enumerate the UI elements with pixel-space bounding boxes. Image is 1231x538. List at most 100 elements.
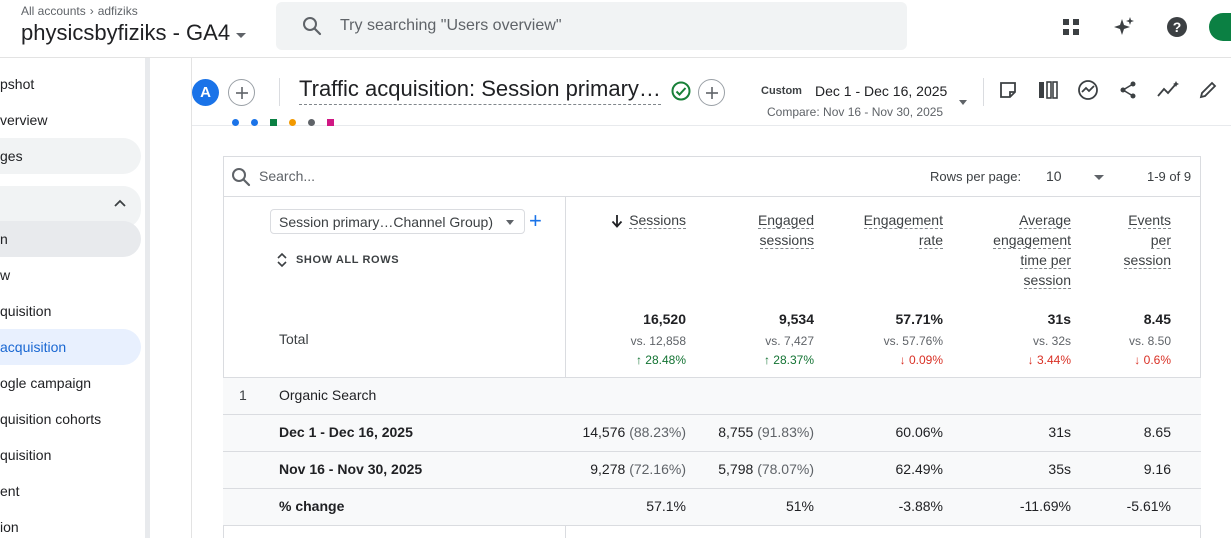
table-search-input[interactable]: Search...: [259, 168, 316, 184]
search-placeholder: Try searching "Users overview": [340, 17, 562, 34]
sidebar-item-engagement[interactable]: ent: [0, 483, 20, 499]
share-icon[interactable]: [1116, 78, 1140, 102]
table-row[interactable]: [223, 415, 1201, 451]
page-title: Traffic acquisition: Session primary cha…: [299, 76, 661, 105]
chevron-up-icon[interactable]: [112, 196, 128, 212]
breadcrumb-root[interactable]: All accounts: [21, 4, 86, 18]
sidebar-item-ads-acquisition[interactable]: quisition: [0, 447, 52, 463]
total-engaged-sessions: 9,534: [778, 311, 814, 327]
sidebar-item-acquisition-cohorts[interactable]: quisition cohorts: [0, 411, 102, 427]
arrow-down-icon: ↓: [899, 353, 909, 367]
column-header-sessions[interactable]: Sessions: [611, 210, 686, 230]
total-events-change: ↓ 0.6%: [1134, 353, 1171, 367]
cell-engaged-sessions: 5,798 (78.07%): [718, 461, 814, 477]
apps-grid-icon[interactable]: [1051, 12, 1091, 42]
insights-icon[interactable]: [1076, 78, 1100, 102]
sidebar-item-overview[interactable]: verview: [0, 112, 48, 128]
arrow-up-icon: ↑: [763, 353, 774, 367]
arrow-down-icon: ↓: [1027, 353, 1037, 367]
divider: [565, 197, 566, 538]
sidebar-item-user-acquisition[interactable]: quisition: [0, 303, 52, 319]
edit-icon[interactable]: [1196, 78, 1220, 102]
date-range-picker[interactable]: Dec 1 - Dec 16, 2025: [815, 83, 948, 99]
compare-icon[interactable]: [1036, 78, 1060, 102]
cell-engagement-rate: 62.49%: [895, 461, 943, 477]
avatar[interactable]: [1209, 13, 1231, 41]
property-picker[interactable]: physicsbyfiziks - GA4: [21, 20, 247, 46]
sidebar-item-acquisition-overview[interactable]: w: [0, 267, 11, 283]
divider: [983, 78, 984, 106]
total-sessions-change: ↑ 28.48%: [635, 353, 686, 367]
arrow-up-icon: ↑: [635, 353, 646, 367]
cell-engaged-sessions: 8,755 (91.83%): [718, 424, 814, 440]
row-channel-name: Organic Search: [279, 387, 377, 403]
date-mode-label: Custom: [761, 85, 802, 97]
column-header-engaged-sessions[interactable]: Engaged sessions: [757, 212, 814, 249]
row-label: % change: [279, 498, 345, 514]
table-row[interactable]: [223, 378, 1201, 414]
total-events-per-session: 8.45: [1143, 311, 1171, 327]
column-header-avg-engagement-time[interactable]: Average engagement time per session: [993, 212, 1071, 289]
total-rate-compare: vs. 57.76%: [883, 334, 943, 348]
sparkle-icon[interactable]: [1104, 12, 1144, 42]
caret-down-icon[interactable]: [959, 100, 967, 105]
unfold-icon: [277, 252, 287, 268]
cell-events-per-session: -5.61%: [1126, 498, 1171, 514]
column-header-engagement-rate[interactable]: Engagement rate: [863, 212, 943, 249]
add-dimension-button[interactable]: +: [529, 208, 542, 233]
show-all-rows-button[interactable]: SHOW ALL ROWS: [276, 252, 399, 268]
total-label: Total: [279, 331, 309, 347]
total-engagement-rate: 57.71%: [895, 311, 943, 327]
sidebar: pshot verview ges n w quisition acquisit…: [0, 58, 148, 538]
cell-events-per-session: 8.65: [1143, 424, 1171, 440]
sidebar-item-snapshot[interactable]: pshot: [0, 76, 35, 92]
sidebar-item-google-campaign[interactable]: ogle campaign: [0, 375, 92, 391]
cell-sessions: 14,576 (88.23%): [582, 424, 686, 440]
chevron-right-icon: ›: [89, 4, 94, 18]
search-icon[interactable]: [229, 165, 253, 189]
pagination-label: 1-9 of 9: [1147, 169, 1192, 184]
rows-per-page-select[interactable]: 10: [1046, 168, 1062, 184]
search-icon: [303, 17, 322, 36]
arrow-down-icon: ↓: [1134, 353, 1144, 367]
table-row[interactable]: [223, 489, 1201, 525]
sidebar-scrollbar[interactable]: [145, 58, 150, 538]
note-icon[interactable]: [996, 78, 1020, 102]
cell-sessions: 57.1%: [646, 498, 686, 514]
segment-a-chip[interactable]: A: [192, 79, 219, 106]
divider: [223, 196, 1201, 197]
column-header-events-per-session[interactable]: Events per session: [1123, 212, 1171, 269]
table-row[interactable]: [223, 452, 1201, 488]
caret-down-icon: [236, 32, 247, 38]
sidebar-item-retention[interactable]: ion: [0, 519, 19, 535]
total-sessions-compare: vs. 12,858: [630, 334, 686, 348]
sidebar-item-pages[interactable]: ges: [0, 138, 141, 174]
total-time-compare: vs. 32s: [1032, 334, 1071, 348]
trend-sparkle-icon[interactable]: [1156, 78, 1180, 102]
svg-text:?: ?: [1173, 19, 1182, 35]
row-label: Dec 1 - Dec 16, 2025: [279, 424, 413, 440]
dimension-select[interactable]: Session primary…Channel Group): [270, 209, 525, 234]
divider: [223, 414, 1201, 415]
caret-down-icon[interactable]: [1094, 175, 1104, 180]
breadcrumb-account[interactable]: adfiziks: [97, 4, 138, 18]
breadcrumb[interactable]: All accounts › adfiziks: [21, 4, 138, 18]
content-gutter: [150, 58, 192, 538]
plus-icon: [705, 86, 718, 99]
sidebar-item-acquisition[interactable]: n: [0, 221, 141, 257]
total-sessions: 16,520: [643, 311, 686, 327]
cell-avg-engagement-time: 31s: [1048, 424, 1071, 440]
total-time-change: ↓ 3.44%: [1027, 353, 1071, 367]
sidebar-item-traffic-acquisition[interactable]: acquisition: [0, 329, 141, 365]
add-comparison-button[interactable]: [228, 79, 255, 106]
add-filter-button[interactable]: [698, 79, 725, 106]
divider: [223, 377, 1201, 378]
help-icon[interactable]: ?: [1157, 12, 1197, 42]
check-circle-icon: [671, 81, 691, 101]
divider: [223, 451, 1201, 452]
divider: [279, 78, 280, 106]
cell-sessions: 9,278 (72.16%): [590, 461, 686, 477]
global-search[interactable]: Try searching "Users overview": [276, 2, 907, 50]
compare-range-label: Compare: Nov 16 - Nov 30, 2025: [767, 105, 944, 119]
cell-avg-engagement-time: 35s: [1048, 461, 1071, 477]
